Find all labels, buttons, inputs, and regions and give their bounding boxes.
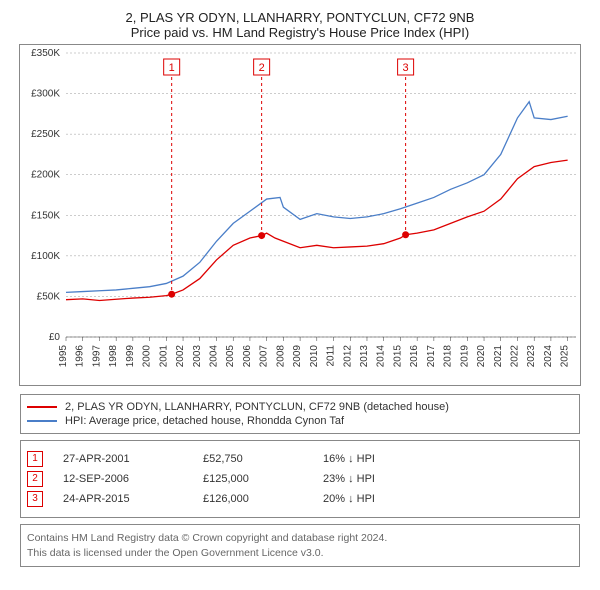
svg-text:2020: 2020 (476, 345, 487, 368)
legend-swatch (27, 406, 57, 408)
svg-text:2015: 2015 (392, 345, 403, 368)
svg-text:1996: 1996 (75, 345, 86, 368)
title-subtitle: Price paid vs. HM Land Registry's House … (10, 25, 590, 40)
svg-text:£250K: £250K (31, 129, 60, 140)
svg-text:2018: 2018 (443, 345, 454, 368)
svg-text:2005: 2005 (225, 345, 236, 368)
legend: 2, PLAS YR ODYN, LLANHARRY, PONTYCLUN, C… (20, 394, 580, 434)
svg-text:1: 1 (169, 62, 175, 74)
svg-text:2025: 2025 (560, 345, 571, 368)
svg-text:£0: £0 (49, 332, 61, 343)
sale-price: £126,000 (203, 493, 323, 505)
line-chart: £0 £50K £100K £150K £200K £250K £300K £350K 1995… (20, 45, 580, 385)
sale-marker-box: 3 (27, 491, 43, 507)
svg-text:2016: 2016 (409, 345, 420, 368)
chart-title-block: 2, PLAS YR ODYN, LLANHARRY, PONTYCLUN, C… (10, 10, 590, 40)
svg-text:£200K: £200K (31, 170, 60, 181)
sale-price: £52,750 (203, 453, 323, 465)
svg-text:2012: 2012 (342, 345, 353, 368)
svg-text:2009: 2009 (292, 345, 303, 368)
svg-text:2001: 2001 (158, 345, 169, 368)
svg-text:£350K: £350K (31, 48, 60, 59)
svg-text:2007: 2007 (259, 345, 270, 368)
sale-diff: 20% ↓ HPI (323, 493, 463, 505)
svg-text:2022: 2022 (509, 345, 520, 368)
svg-text:2019: 2019 (459, 345, 470, 368)
svg-text:2021: 2021 (493, 345, 504, 368)
svg-text:2006: 2006 (242, 345, 253, 368)
svg-text:1997: 1997 (91, 345, 102, 368)
svg-text:2004: 2004 (208, 345, 219, 368)
sale-price: £125,000 (203, 473, 323, 485)
svg-text:2000: 2000 (142, 345, 153, 368)
chart-container: £0 £50K £100K £150K £200K £250K £300K £350K 1995… (19, 44, 581, 386)
svg-text:1999: 1999 (125, 345, 136, 368)
sale-date: 27-APR-2001 (63, 453, 203, 465)
svg-text:1995: 1995 (58, 345, 69, 368)
svg-text:2: 2 (259, 62, 265, 74)
title-address: 2, PLAS YR ODYN, LLANHARRY, PONTYCLUN, C… (10, 10, 590, 25)
svg-text:2023: 2023 (526, 345, 537, 368)
legend-label: 2, PLAS YR ODYN, LLANHARRY, PONTYCLUN, C… (65, 401, 449, 413)
sale-date: 24-APR-2015 (63, 493, 203, 505)
svg-text:2002: 2002 (175, 345, 186, 368)
svg-text:3: 3 (403, 62, 409, 74)
sale-row: 1 27-APR-2001 £52,750 16% ↓ HPI (27, 451, 573, 467)
svg-text:£50K: £50K (37, 291, 61, 302)
sale-date: 12-SEP-2006 (63, 473, 203, 485)
sale-marker-box: 1 (27, 451, 43, 467)
legend-item: HPI: Average price, detached house, Rhon… (27, 415, 573, 427)
legend-label: HPI: Average price, detached house, Rhon… (65, 415, 344, 427)
sale-row: 2 12-SEP-2006 £125,000 23% ↓ HPI (27, 471, 573, 487)
attribution: Contains HM Land Registry data © Crown c… (20, 524, 580, 567)
attribution-line: This data is licensed under the Open Gov… (27, 546, 573, 561)
legend-swatch (27, 420, 57, 422)
svg-text:£300K: £300K (31, 89, 60, 100)
sale-marker-box: 2 (27, 471, 43, 487)
svg-text:£150K: £150K (31, 210, 60, 221)
sale-diff: 23% ↓ HPI (323, 473, 463, 485)
sale-diff: 16% ↓ HPI (323, 453, 463, 465)
svg-text:£100K: £100K (31, 251, 60, 262)
svg-text:2017: 2017 (426, 345, 437, 368)
svg-text:2014: 2014 (376, 345, 387, 368)
svg-text:2013: 2013 (359, 345, 370, 368)
svg-text:2024: 2024 (543, 345, 554, 368)
attribution-line: Contains HM Land Registry data © Crown c… (27, 531, 573, 546)
svg-text:2003: 2003 (192, 345, 203, 368)
sales-table: 1 27-APR-2001 £52,750 16% ↓ HPI 2 12-SEP… (20, 440, 580, 518)
svg-text:1998: 1998 (108, 345, 119, 368)
svg-text:2008: 2008 (275, 345, 286, 368)
legend-item: 2, PLAS YR ODYN, LLANHARRY, PONTYCLUN, C… (27, 401, 573, 413)
svg-text:2010: 2010 (309, 345, 320, 368)
sale-row: 3 24-APR-2015 £126,000 20% ↓ HPI (27, 491, 573, 507)
svg-text:2011: 2011 (326, 345, 337, 367)
